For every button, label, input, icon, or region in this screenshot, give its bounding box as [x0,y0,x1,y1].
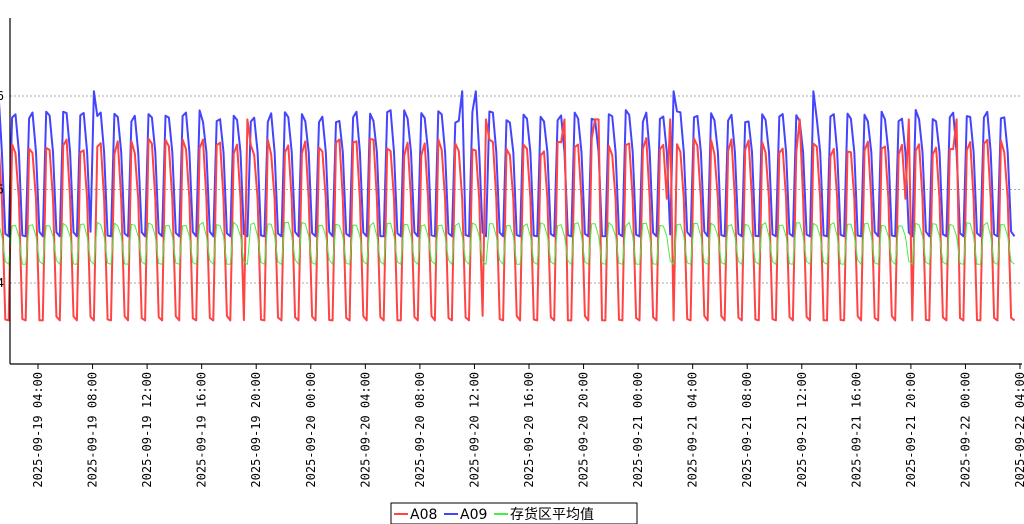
legend-label[interactable]: 存货区平均值 [510,506,594,523]
x-tick-label: 2025-09-19 04:00 [31,372,45,488]
x-tick-label: 2025-09-21 04:00 [686,372,700,488]
x-tick-label: 2025-09-21 12:00 [795,372,809,488]
series-line-a09 [0,90,1016,238]
y-tick-label-5: 5 [0,183,4,197]
legend-box [390,502,638,524]
x-tick-label: 2025-09-21 16:00 [849,372,863,488]
x-tick-labels: 2025-09-19 04:00 2025-09-19 08:00 2025-09-… [31,364,1024,488]
series-lines [0,90,1016,322]
axes [9,18,1022,365]
x-tick-label: 2025-09-21 08:00 [740,372,754,488]
legend-label[interactable]: A08 [410,507,437,523]
x-tick-label: 2025-09-19 12:00 [140,372,154,488]
x-tick-label: 2025-09-19 16:00 [195,372,209,488]
x-tick-label: 2025-09-19 20:00 [249,372,263,488]
x-tick-label: 2025-09-22 04:00 [1013,372,1024,488]
series-line-a08 [0,118,1016,322]
x-tick-label: 2025-09-20 00:00 [304,372,318,488]
legend-label[interactable]: A09 [460,507,487,523]
x-tick-label: 2025-09-20 20:00 [577,372,591,488]
y-tick-label-4: 4 [0,276,4,290]
x-tick-label: 2025-09-21 00:00 [631,372,645,488]
legend[interactable]: A08 A09 存货区平均值 [390,502,638,524]
x-tick-label: 2025-09-20 08:00 [413,372,427,488]
x-tick-label: 2025-09-20 16:00 [522,372,536,488]
series-line-average [0,221,1015,265]
y-tick-label-6: 6 [0,89,4,103]
y-tick-labels: 4 5 6 [0,89,4,290]
x-tick-label: 2025-09-21 20:00 [904,372,918,488]
x-tick-label: 2025-09-20 04:00 [358,372,372,488]
x-tick-label: 2025-09-22 00:00 [958,372,972,488]
x-tick-label: 2025-09-20 12:00 [467,372,481,488]
x-tick-label: 2025-09-19 08:00 [86,372,100,488]
